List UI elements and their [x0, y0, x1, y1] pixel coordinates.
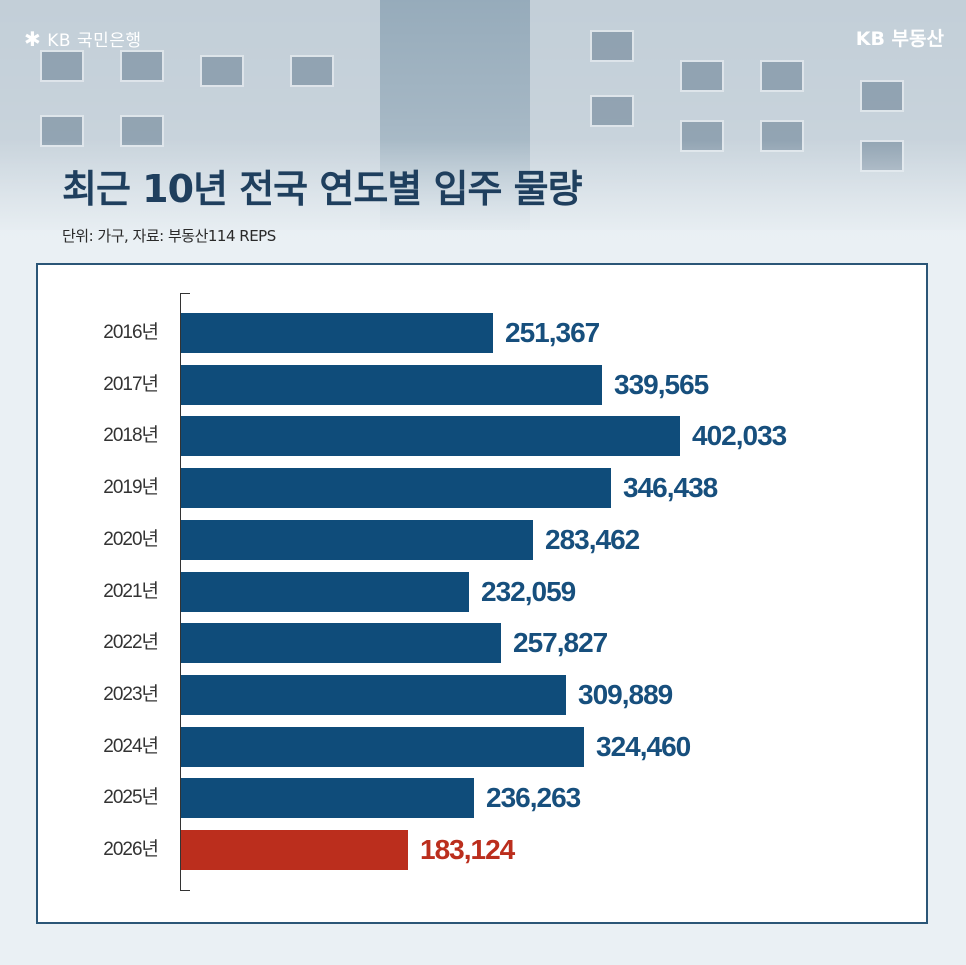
y-axis-line — [180, 293, 181, 891]
bar — [181, 519, 533, 560]
bar-row: 2026년 183,124 — [38, 830, 926, 870]
bar — [181, 416, 680, 457]
chart-card: 2016년 251,367 2017년 339,565 2018년 402,033 2019… — [36, 263, 928, 924]
kb-real-estate-logo: KB 부동산 — [855, 28, 944, 50]
year-label: 2025년 — [103, 787, 159, 809]
bar-row: 2022년 257,827 — [38, 623, 926, 664]
value-label: 257,827 — [513, 627, 608, 659]
value-label: 251,367 — [505, 317, 600, 348]
bar-row: 2023년 309,889 — [38, 674, 926, 715]
bar-highlight — [181, 830, 408, 870]
bar — [181, 778, 474, 819]
bar-row: 2018년 402,033 — [38, 416, 926, 457]
value-label: 309,889 — [578, 678, 673, 710]
axis-tick-bottom — [180, 890, 190, 891]
value-label: 339,565 — [614, 368, 709, 400]
value-label: 324,460 — [596, 730, 691, 762]
bar-row: 2017년 339,565 — [38, 364, 926, 405]
kb-star-icon: ✱ — [24, 26, 42, 51]
value-label: 402,033 — [692, 420, 787, 452]
year-label: 2021년 — [103, 580, 159, 602]
value-label: 346,438 — [623, 472, 718, 504]
value-label: 232,059 — [481, 575, 576, 607]
kb-kookmin-bank-logo: ✱ KB 국민은행 — [24, 26, 142, 52]
year-label: 2016년 — [103, 322, 159, 343]
chart-subtitle: 단위: 가구, 자료: 부동산114 REPS — [62, 227, 276, 245]
year-label: 2020년 — [103, 528, 159, 550]
bar — [181, 571, 469, 612]
year-label: 2017년 — [103, 373, 159, 395]
year-label: 2018년 — [103, 425, 159, 447]
year-label: 2024년 — [103, 735, 159, 757]
bar-row: 2019년 346,438 — [38, 468, 926, 509]
hero-background — [0, 0, 966, 270]
value-label: 183,124 — [420, 834, 515, 865]
bar — [181, 468, 611, 509]
bar — [181, 313, 493, 353]
year-label: 2023년 — [103, 683, 159, 705]
year-label: 2022년 — [103, 632, 159, 654]
chart-title: 최근 10년 전국 연도별 입주 물량 — [62, 167, 583, 211]
axis-tick-top — [180, 293, 190, 294]
bar — [181, 674, 566, 715]
bar — [181, 726, 584, 767]
value-label: 283,462 — [545, 523, 640, 555]
bar-row: 2025년 236,263 — [38, 778, 926, 819]
bar — [181, 364, 602, 405]
value-label: 236,263 — [486, 782, 581, 814]
year-label: 2019년 — [103, 477, 159, 499]
bar — [181, 623, 501, 664]
logo-left-text: KB 국민은행 — [47, 31, 142, 51]
bar-row: 2016년 251,367 — [38, 313, 926, 353]
bar-row: 2020년 283,462 — [38, 519, 926, 560]
bar-row: 2021년 232,059 — [38, 571, 926, 612]
year-label: 2026년 — [103, 839, 159, 860]
bar-row: 2024년 324,460 — [38, 726, 926, 767]
